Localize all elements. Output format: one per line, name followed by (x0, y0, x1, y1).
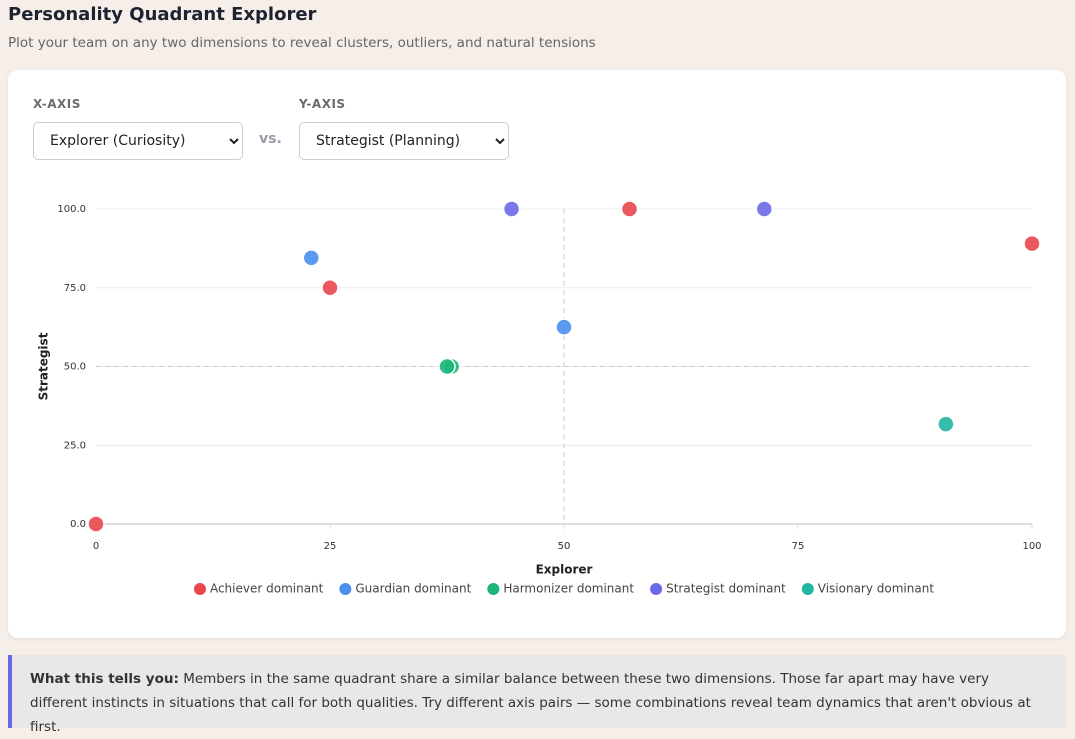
point (502, 200, 521, 218)
page-subtitle: Plot your team on any two dimensions to … (8, 35, 596, 51)
legend-label: Harmonizer dominant (503, 582, 634, 596)
point (755, 200, 774, 218)
y-tick-label: 100.0 (57, 204, 86, 215)
callout-lead: What this tells you: (30, 671, 179, 687)
callout-text: Members in the same quadrant share a sim… (30, 671, 1031, 735)
chart-card (8, 70, 1066, 638)
point (620, 200, 639, 218)
x-tick-label: 25 (324, 541, 337, 552)
point (321, 279, 339, 297)
y-tick-label: 25.0 (64, 440, 86, 451)
y-axis-title: Strategist (37, 332, 51, 400)
point (937, 415, 955, 433)
vs-label: vs. (259, 131, 282, 147)
legend-marker (801, 583, 814, 595)
y-axis-label: Y-AXIS (299, 97, 346, 111)
y-axis-select[interactable]: Strategist (Planning) (299, 122, 509, 160)
legend-marker (487, 583, 500, 595)
point (555, 318, 573, 336)
x-axis-select[interactable]: Explorer (Curiosity) (33, 122, 243, 160)
point (302, 249, 321, 267)
x-tick-label: 50 (558, 541, 571, 552)
legend-label: Achiever dominant (210, 582, 324, 596)
x-tick-label: 75 (792, 541, 805, 552)
point (1023, 234, 1041, 253)
legend-label: Guardian dominant (355, 582, 471, 596)
legend-label: Strategist dominant (666, 582, 786, 596)
legend-label: Visionary dominant (818, 582, 935, 596)
y-tick-label: 75.0 (64, 283, 86, 294)
legend-marker (650, 583, 663, 595)
point (438, 357, 456, 376)
callout: What this tells you: Members in the same… (8, 655, 1066, 735)
x-tick-label: 0 (93, 541, 99, 552)
x-axis-title: Explorer (536, 563, 593, 577)
y-tick-label: 0.0 (70, 519, 86, 530)
chart: 0.0 25.0 50.0 75.0 100.0 0 25 50 75 100 Explorer St… (37, 200, 1042, 596)
page-title: Personality Quadrant Explorer (8, 4, 317, 25)
y-tick-label: 50.0 (64, 362, 86, 373)
legend-marker (193, 583, 206, 595)
point (87, 515, 105, 533)
x-axis-label: X-AXIS (33, 97, 81, 111)
x-tick-label: 100 (1022, 541, 1041, 552)
legend-marker (339, 583, 352, 595)
